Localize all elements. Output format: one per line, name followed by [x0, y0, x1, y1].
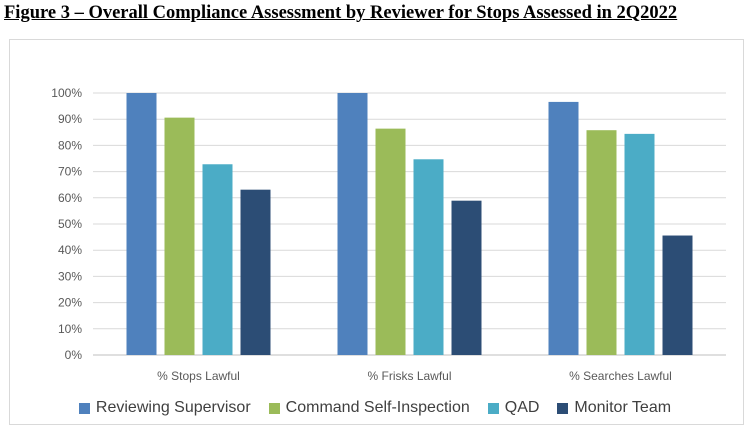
x-category-label: % Searches Lawful: [569, 369, 672, 383]
bar-monitor-team: [451, 200, 482, 355]
y-tick-label: 70%: [58, 165, 82, 179]
x-category-label: % Stops Lawful: [157, 369, 240, 383]
legend-label: Reviewing Supervisor: [95, 399, 251, 416]
figure-title: Figure 3 – Overall Compliance Assessment…: [4, 3, 678, 23]
y-tick-label: 0%: [65, 348, 83, 362]
bar-reviewing-supervisor: [337, 93, 368, 355]
legend-label: Monitor Team: [574, 399, 672, 416]
bar-qad: [624, 133, 655, 355]
legend-label: QAD: [504, 399, 540, 416]
bar-monitor-team: [662, 235, 693, 355]
legend-swatch: [78, 402, 90, 414]
bar-reviewing-supervisor: [548, 101, 579, 356]
chart-legend: Reviewing Supervisor Command Self-Inspect…: [0, 399, 750, 417]
legend-item: Monitor Team: [557, 399, 671, 417]
bar-qad: [202, 164, 233, 355]
legend-item: Reviewing Supervisor: [78, 399, 251, 417]
bar-reviewing-supervisor: [126, 93, 157, 355]
legend-item: Command Self-Inspection: [268, 399, 470, 417]
y-tick-label: 20%: [58, 296, 82, 310]
legend-swatch: [268, 402, 280, 414]
bar-qad: [413, 159, 444, 355]
bar-monitor-team: [240, 189, 271, 355]
y-tick-label: 100%: [51, 86, 82, 100]
y-tick-label: 50%: [58, 217, 82, 231]
y-tick-label: 90%: [58, 112, 82, 126]
y-tick-label: 60%: [58, 191, 82, 205]
bar-command-self-inspection: [375, 128, 406, 355]
legend-label: Command Self-Inspection: [285, 399, 470, 416]
legend-item: QAD: [487, 399, 540, 417]
x-category-label: % Frisks Lawful: [367, 369, 451, 383]
y-tick-label: 10%: [58, 322, 82, 336]
legend-swatch: [487, 402, 499, 414]
legend-swatch: [557, 402, 569, 414]
bar-command-self-inspection: [164, 117, 195, 356]
y-tick-label: 80%: [58, 138, 82, 152]
bar-command-self-inspection: [586, 130, 617, 355]
y-tick-label: 40%: [58, 243, 82, 257]
y-tick-label: 30%: [58, 269, 82, 283]
